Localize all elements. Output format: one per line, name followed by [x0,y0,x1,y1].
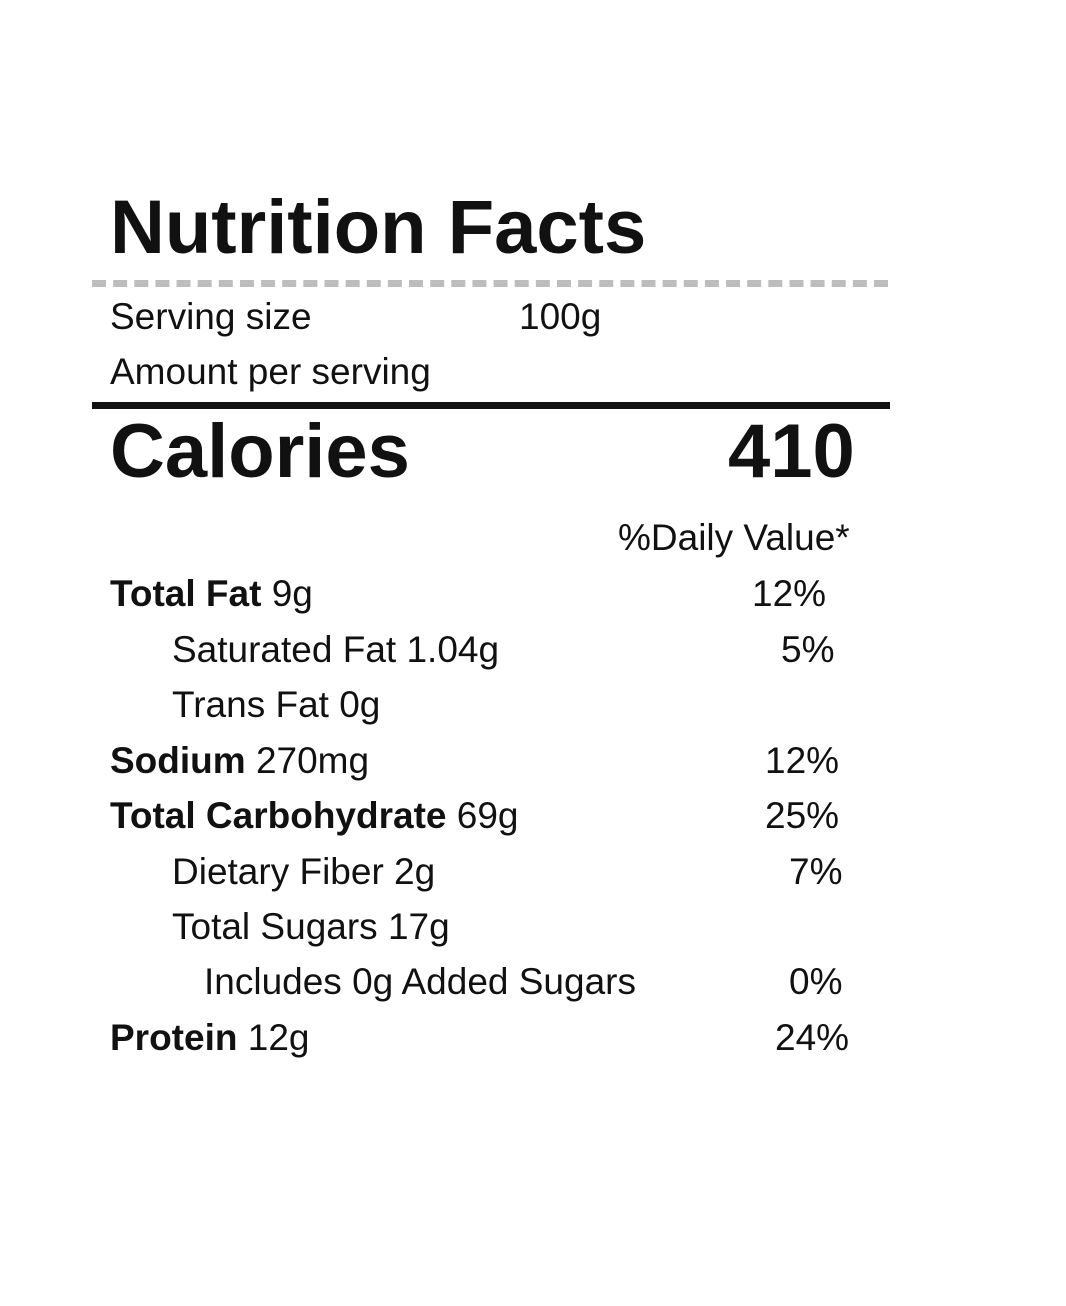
nutrient-name: Protein [110,1017,238,1058]
nutrient-row-added-sugars: Includes 0g Added Sugars [204,961,636,1002]
nutrient-row-total-sugars: Total Sugars 17g [172,906,450,947]
nutrient-name: Total Fat [110,573,262,614]
nutrient-row-saturated-fat: Saturated Fat 1.04g [172,629,500,670]
serving-size-value: 100g [519,296,602,337]
dv-saturated-fat: 5% [781,629,835,670]
dashed-divider [92,280,888,287]
nutrient-row-total-carbohydrate: Total Carbohydrate 69g [110,797,518,834]
nutrient-name: Sodium [110,740,246,781]
calories-label: Calories [110,409,410,494]
nutrient-amount: 270mg [245,740,370,781]
serving-size-label: Serving size [110,296,312,337]
nutrient-row-trans-fat: Trans Fat 0g [172,684,381,725]
dv-dietary-fiber: 7% [789,851,843,892]
dv-sodium: 12% [765,740,840,781]
nutrient-amount: 9g [261,573,313,614]
nutrient-name: Total Carbohydrate [110,795,447,836]
calories-value: 410 [728,409,855,494]
nutrient-row-protein: Protein 12g [110,1019,309,1056]
nutrient-amount: 69g [446,795,519,836]
nutrient-row-total-fat: Total Fat 9g [110,575,313,612]
dv-total-fat: 12% [752,573,827,614]
thick-divider [92,402,890,409]
dv-protein: 24% [775,1017,850,1058]
dv-added-sugars: 0% [789,961,843,1002]
amount-per-serving: Amount per serving [110,351,431,392]
nutrient-row-sodium: Sodium 270mg [110,742,369,779]
daily-value-header: %Daily Value* [618,517,850,558]
nutrient-amount: 12g [237,1017,310,1058]
label-title: Nutrition Facts [110,185,647,270]
nutrient-row-dietary-fiber: Dietary Fiber 2g [172,851,436,892]
dv-total-carbohydrate: 25% [765,795,840,836]
